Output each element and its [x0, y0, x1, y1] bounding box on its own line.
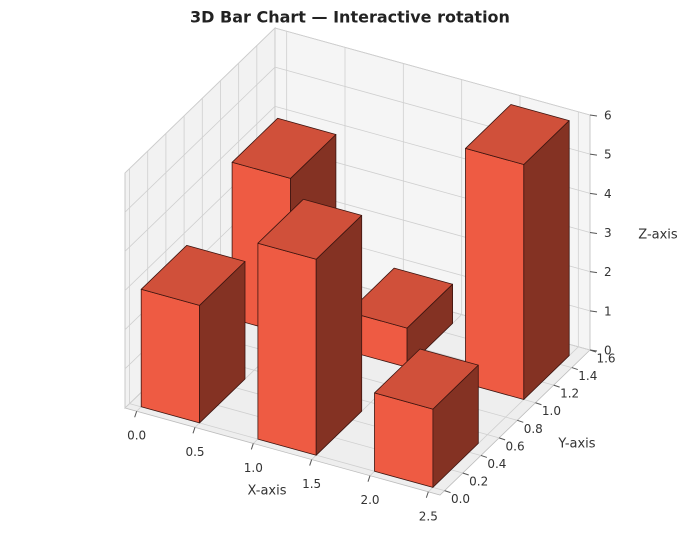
y-tick-label: 0.4 [487, 457, 506, 471]
y-tick [571, 367, 578, 371]
y-tick-label: 0.8 [524, 422, 543, 436]
y-tick-label: 1.0 [542, 404, 561, 418]
y-tick [553, 384, 560, 388]
chart-title: 3D Bar Chart — Interactive rotation [190, 8, 510, 27]
y-tick [480, 454, 488, 458]
bar-top-face [465, 104, 570, 165]
bar [140, 244, 246, 424]
z-tick-label: 4 [604, 187, 612, 201]
z-tick-label: 1 [604, 304, 612, 318]
x-tick [192, 427, 196, 434]
z-tick [589, 114, 598, 117]
x-tick-label: 2.5 [419, 509, 438, 523]
z-axis-label: Z-axis [638, 228, 678, 243]
y-tick-label: 1.2 [560, 387, 579, 401]
x-axis-label: X-axis [248, 484, 287, 499]
bar-top-face [140, 244, 246, 306]
bar-side-face [523, 120, 570, 400]
y-tick [517, 419, 524, 423]
x-tick [134, 411, 138, 418]
z-tick-label: 2 [604, 265, 612, 279]
grid-line [274, 27, 591, 116]
bar-top-face [231, 117, 337, 179]
y-tick-label: 0.0 [451, 492, 470, 506]
bar-top-face [257, 198, 363, 260]
bar [374, 348, 479, 488]
bar-top-face [374, 348, 479, 410]
bar-front-face [140, 288, 200, 424]
z-tick [589, 153, 598, 156]
x-tick-label: 0.0 [127, 429, 146, 443]
grid-line [124, 106, 276, 252]
x-tick-label: 1.0 [244, 461, 263, 475]
bar [348, 267, 454, 368]
y-tick-label: 0.2 [469, 475, 488, 489]
y-tick [498, 437, 506, 441]
bar [257, 198, 363, 456]
grid-line [124, 66, 276, 213]
y-tick-label: 0.6 [506, 439, 525, 453]
x-tick [367, 475, 371, 482]
z-tick-label: 6 [604, 109, 612, 123]
y-tick-label: 1.4 [578, 369, 597, 383]
y-tick [444, 490, 451, 494]
z-tick [589, 271, 598, 274]
bar-front-face [465, 147, 525, 400]
bar [465, 104, 570, 400]
x-tick [250, 443, 254, 450]
y-tick [462, 472, 469, 476]
bar-front-face [257, 242, 317, 456]
x-tick-label: 0.5 [185, 445, 204, 459]
y-tick-label: 1.6 [596, 352, 615, 366]
z-tick [589, 349, 598, 352]
x-tick-label: 2.0 [360, 493, 379, 507]
x-tick-label: 1.5 [302, 477, 321, 491]
z-tick-label: 0 [604, 344, 612, 358]
z-tick-label: 5 [604, 148, 612, 162]
z-tick [589, 192, 598, 195]
bar-top-face [348, 267, 454, 329]
y-tick [535, 402, 542, 406]
z-tick [589, 232, 598, 234]
grid-line [124, 27, 276, 174]
y-axis-label: Y-axis [557, 437, 595, 452]
x-tick [309, 459, 313, 466]
x-tick [425, 491, 429, 498]
z-tick-label: 3 [604, 226, 612, 240]
z-tick [589, 310, 598, 313]
